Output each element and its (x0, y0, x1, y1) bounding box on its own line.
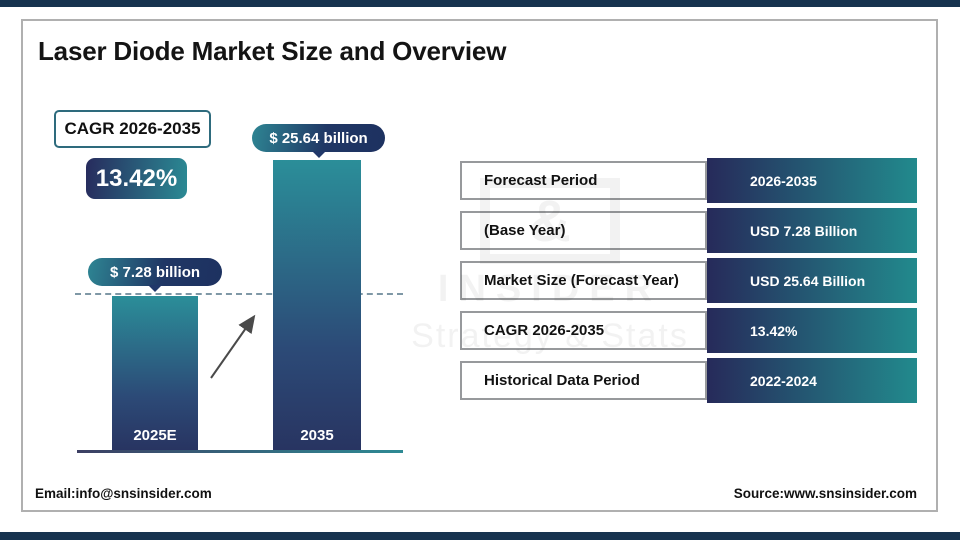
cagr-value: 13.42% (95, 164, 178, 192)
row-label: (Base Year) (460, 211, 707, 250)
row-label-text: Forecast Period (484, 172, 598, 189)
top-accent-strip (0, 0, 960, 7)
table-row: CAGR 2026-2035 13.42% (460, 308, 917, 353)
bar-category-label-2035: 2035 (300, 427, 334, 444)
bar-value-callout-2025: $ 7.28 billion (88, 258, 222, 292)
table-row: Historical Data Period 2022-2024 (460, 358, 917, 403)
bar-2035: 2035 (273, 160, 361, 451)
row-value: 13.42% (707, 308, 917, 353)
reference-dashed-line (75, 293, 403, 295)
cagr-period-label: CAGR 2026-2035 (64, 119, 201, 138)
row-label: Market Size (Forecast Year) (460, 261, 707, 300)
bar-value-callout-2035: $ 25.64 billion (252, 124, 385, 158)
bottom-accent-strip (0, 532, 960, 540)
callout-pointer-icon (311, 151, 326, 158)
row-value-text: 13.42% (750, 322, 798, 339)
chart-baseline (77, 450, 403, 453)
row-value-text: USD 7.28 Billion (750, 222, 858, 239)
row-value: USD 7.28 Billion (707, 208, 917, 253)
table-row: (Base Year) USD 7.28 Billion (460, 208, 917, 253)
row-value: 2026-2035 (707, 158, 917, 203)
bar-value-label-2025: $ 7.28 billion (109, 263, 201, 281)
cagr-value-badge: 13.42% (86, 158, 187, 199)
page-title: Laser Diode Market Size and Overview (38, 36, 507, 66)
footer-source: Source:www.snsinsider.com (733, 486, 917, 501)
bar-value-label-2035: $ 25.64 billion (269, 129, 368, 147)
bar-category-label-2025: 2025E (133, 427, 177, 444)
market-summary-table: Forecast Period 2026-2035 (Base Year) US… (460, 158, 917, 408)
row-label: Forecast Period (460, 161, 707, 200)
row-value-text: USD 25.64 Billion (750, 272, 866, 289)
table-row: Forecast Period 2026-2035 (460, 158, 917, 203)
row-label: Historical Data Period (460, 361, 707, 400)
bar-2025: 2025E (112, 296, 198, 451)
row-value: 2022-2024 (707, 358, 917, 403)
row-label-text: Historical Data Period (484, 372, 640, 389)
row-label-text: (Base Year) (484, 222, 566, 239)
row-value-text: 2022-2024 (750, 372, 817, 389)
row-label-text: CAGR 2026-2035 (484, 322, 605, 339)
table-row: Market Size (Forecast Year) USD 25.64 Bi… (460, 258, 917, 303)
footer-email: Email:info@snsinsider.com (35, 486, 212, 501)
growth-arrow-icon (210, 314, 256, 379)
row-value: USD 25.64 Billion (707, 258, 917, 303)
row-value-text: 2026-2035 (750, 172, 817, 189)
callout-pointer-icon (148, 285, 162, 292)
cagr-period-box: CAGR 2026-2035 (54, 110, 211, 148)
row-label-text: Market Size (Forecast Year) (484, 272, 679, 289)
row-label: CAGR 2026-2035 (460, 311, 707, 350)
